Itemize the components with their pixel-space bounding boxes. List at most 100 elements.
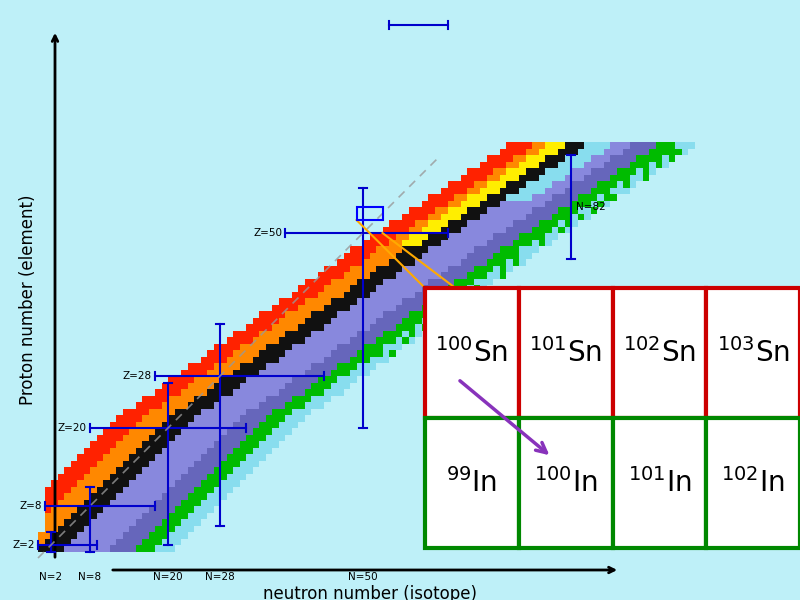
Bar [506, 246, 513, 253]
Bar [382, 311, 389, 317]
Bar [357, 356, 363, 363]
Bar [532, 233, 538, 239]
Bar [220, 467, 226, 473]
Bar [305, 311, 311, 317]
Bar [590, 200, 597, 207]
Bar [480, 285, 486, 292]
Bar [402, 331, 409, 337]
Bar [506, 187, 513, 194]
Bar [350, 324, 357, 331]
Bar [526, 181, 532, 187]
Bar [499, 194, 506, 200]
Bar [246, 402, 253, 409]
Bar [285, 311, 291, 317]
Bar [174, 376, 181, 383]
Bar [506, 142, 513, 148]
Bar [239, 434, 246, 441]
Bar [454, 278, 461, 285]
Bar [337, 383, 343, 389]
Bar [168, 434, 174, 441]
Bar [324, 370, 330, 376]
Bar [538, 175, 545, 181]
Bar [291, 370, 298, 376]
Bar [350, 370, 357, 376]
Bar [610, 175, 617, 181]
Bar [571, 187, 578, 194]
Bar [174, 487, 181, 493]
Bar [357, 265, 363, 272]
Bar [168, 402, 174, 409]
Bar [506, 175, 513, 181]
Bar [565, 168, 571, 175]
Bar [558, 142, 565, 148]
Bar [486, 175, 493, 181]
Bar [434, 214, 441, 220]
Bar [77, 480, 83, 487]
Bar [110, 441, 116, 448]
Bar [467, 233, 474, 239]
Bar [129, 409, 135, 415]
Bar [201, 428, 207, 434]
Bar [97, 499, 103, 506]
Bar [272, 331, 278, 337]
Bar [506, 214, 513, 220]
Bar [259, 337, 266, 343]
Bar [253, 324, 259, 331]
Bar [233, 428, 239, 434]
Bar [220, 409, 226, 415]
Bar [402, 278, 409, 285]
Bar [363, 239, 370, 246]
Bar [538, 148, 545, 155]
Bar [357, 337, 363, 343]
Bar [578, 214, 584, 220]
Bar [266, 350, 272, 356]
Bar [395, 220, 402, 226]
Bar [565, 175, 571, 181]
Bar [376, 259, 382, 265]
Bar [116, 454, 122, 461]
Bar [376, 265, 382, 272]
Bar [474, 233, 480, 239]
Bar [454, 278, 461, 285]
Bar [187, 461, 194, 467]
Bar [246, 428, 253, 434]
Bar [226, 434, 233, 441]
Bar [480, 259, 486, 265]
Bar [278, 395, 285, 402]
Bar [337, 331, 343, 337]
Bar [350, 337, 357, 343]
Bar [142, 409, 149, 415]
Bar [90, 493, 97, 499]
Bar [97, 454, 103, 461]
Bar [389, 233, 395, 239]
Bar [350, 356, 357, 363]
Bar [142, 499, 149, 506]
Bar [376, 337, 382, 343]
Bar [214, 493, 220, 499]
Bar [259, 317, 266, 324]
Bar [253, 350, 259, 356]
Bar [155, 402, 162, 409]
Bar [239, 389, 246, 395]
Bar [395, 324, 402, 331]
Bar [480, 265, 486, 272]
Bar [461, 226, 467, 233]
Bar [441, 194, 447, 200]
Bar [422, 272, 428, 278]
Bar [447, 214, 454, 220]
Bar [493, 168, 499, 175]
Bar [194, 467, 201, 473]
Bar [174, 415, 181, 421]
Bar [155, 545, 162, 551]
Bar [174, 395, 181, 402]
Bar [669, 142, 675, 148]
Bar [285, 421, 291, 428]
Bar [129, 526, 135, 532]
Bar [135, 454, 142, 461]
Bar [480, 220, 486, 226]
Bar [83, 526, 90, 532]
Bar [675, 148, 682, 155]
Bar [422, 304, 428, 311]
Bar [603, 161, 610, 168]
Bar [447, 194, 454, 200]
